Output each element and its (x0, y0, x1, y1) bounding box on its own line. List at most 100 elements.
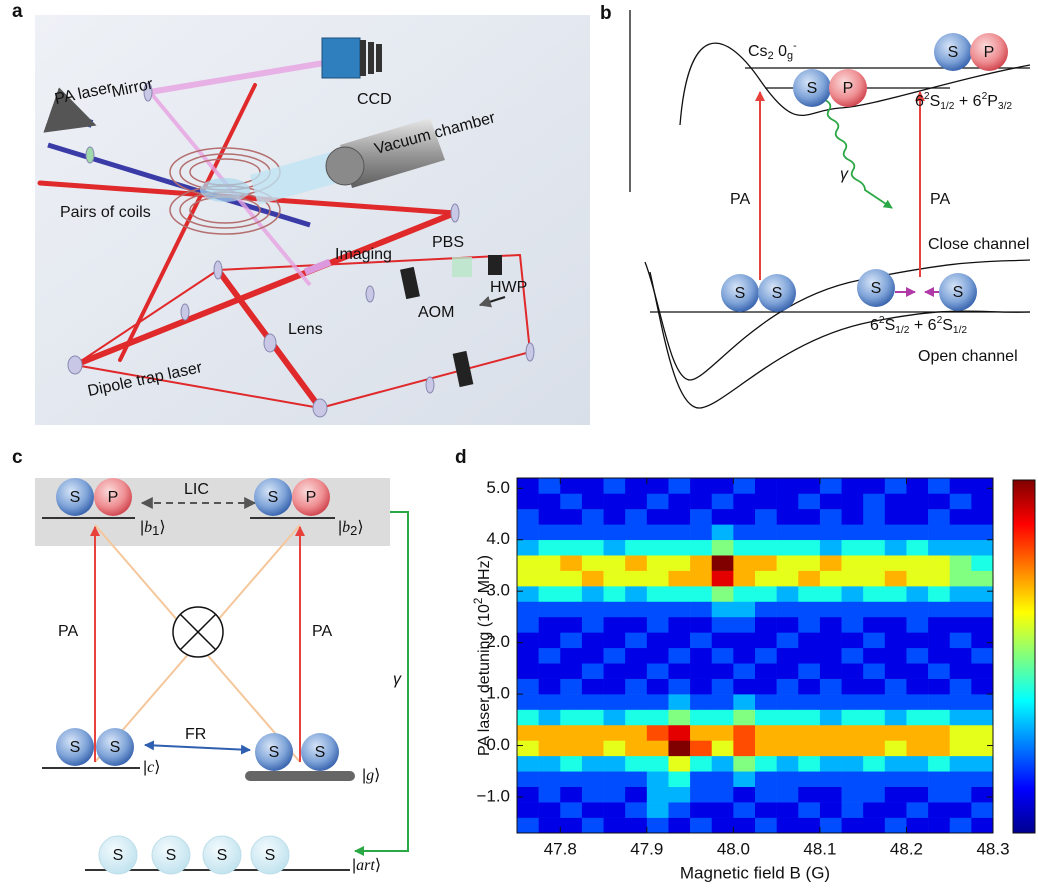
heat-cell (777, 771, 799, 787)
heat-cell (777, 617, 799, 633)
heat-cell (842, 771, 864, 787)
atom-label: S (871, 280, 882, 297)
x-axis-label: Magnetic field B (G) (680, 863, 830, 882)
heat-cell (690, 756, 712, 772)
heat-cell (885, 555, 907, 571)
heat-cell (950, 725, 972, 741)
ket-label: |c⟩ (143, 759, 161, 777)
label-part: 6 (870, 317, 879, 334)
heat-cell (712, 756, 734, 772)
heat-cell (928, 710, 950, 726)
heat-cell (928, 771, 950, 787)
heat-cell (798, 740, 820, 756)
heat-cell (971, 818, 993, 834)
asymptote-label: 62S1/2 + 62S1/2 (870, 315, 967, 336)
label-part: S (930, 93, 941, 110)
x-tick-label: 48.0 (717, 839, 750, 858)
heat-cell (798, 586, 820, 602)
heat-cell (906, 710, 928, 726)
heat-cell (625, 725, 647, 741)
heat-cell (668, 710, 690, 726)
heat-cell (863, 586, 885, 602)
heat-cell (517, 802, 539, 818)
heat-cell (842, 586, 864, 602)
heat-cell (625, 571, 647, 587)
heat-cell (712, 586, 734, 602)
heat-cell (517, 756, 539, 772)
heat-cell (712, 524, 734, 540)
heat-cell (517, 586, 539, 602)
heat-cell (928, 663, 950, 679)
heat-cell (582, 710, 604, 726)
heat-cell (733, 802, 755, 818)
heat-cell (647, 710, 669, 726)
heat-cell (668, 679, 690, 695)
atom-label: S (772, 285, 783, 302)
heat-cell (950, 663, 972, 679)
heat-cell (906, 663, 928, 679)
heat-cell (863, 478, 885, 494)
heat-cell (950, 586, 972, 602)
setup-label: PBS (432, 234, 464, 251)
coupling-label: FR (185, 726, 206, 743)
heat-cell (733, 663, 755, 679)
label-part: ⟩ (374, 767, 380, 784)
heat-cell (690, 524, 712, 540)
heat-cell (906, 725, 928, 741)
heat-cell (755, 509, 777, 525)
heat-cell (712, 540, 734, 556)
heat-cell (560, 509, 582, 525)
atom-label: S (70, 739, 81, 756)
heat-cell (842, 725, 864, 741)
heat-cell (690, 648, 712, 664)
setup-label: AOM (418, 304, 454, 321)
heat-cell (733, 756, 755, 772)
heat-cell (950, 540, 972, 556)
heat-cell (539, 617, 561, 633)
heat-cell (842, 740, 864, 756)
heat-cell (517, 478, 539, 494)
heat-cell (863, 632, 885, 648)
heat-cell (582, 725, 604, 741)
label-part: ⟩ (154, 759, 160, 776)
heat-cell (560, 540, 582, 556)
heat-cell (647, 740, 669, 756)
heat-cell (777, 725, 799, 741)
heat-cell (798, 555, 820, 571)
heat-cell (539, 710, 561, 726)
heat-cell (885, 478, 907, 494)
heat-cell (863, 493, 885, 509)
heat-cell (560, 648, 582, 664)
heat-cell (950, 555, 972, 571)
heat-cell (820, 601, 842, 617)
heat-cell (820, 509, 842, 525)
heat-cell (885, 524, 907, 540)
heat-cell (885, 694, 907, 710)
heat-cell (971, 509, 993, 525)
heat-cell (777, 694, 799, 710)
heat-cell (842, 679, 864, 695)
heat-cell (625, 787, 647, 803)
heat-cell (582, 540, 604, 556)
heat-cell (539, 601, 561, 617)
heat-cell (777, 524, 799, 540)
heat-cell (755, 555, 777, 571)
heat-cell (755, 818, 777, 834)
heat-cell (820, 493, 842, 509)
atom-label: S (807, 80, 818, 97)
heat-cell (690, 601, 712, 617)
heat-cell (798, 771, 820, 787)
heat-cell (604, 648, 626, 664)
heat-cell (906, 740, 928, 756)
heat-cell (582, 493, 604, 509)
state-label: Cs2 0g- (748, 40, 797, 62)
heat-cell (517, 771, 539, 787)
heat-cell (690, 493, 712, 509)
heat-cell (842, 540, 864, 556)
heat-cell (604, 493, 626, 509)
heat-cell (928, 725, 950, 741)
heat-cell (733, 818, 755, 834)
heat-cell (950, 710, 972, 726)
heat-cell (582, 555, 604, 571)
heat-cell (863, 648, 885, 664)
